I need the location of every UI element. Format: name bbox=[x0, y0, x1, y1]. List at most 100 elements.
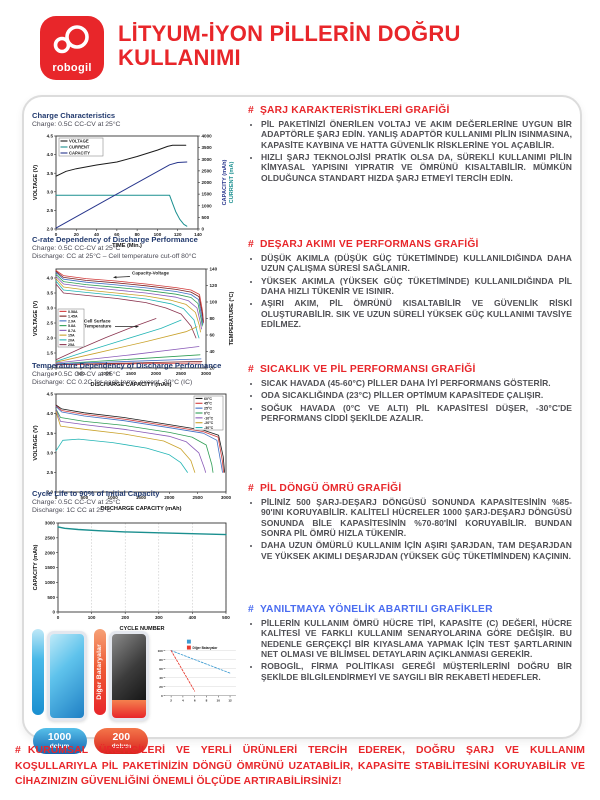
bullet-item: ROBOGİL, FİRMA POLİTİKASI GEREĞİ MÜŞTERİ… bbox=[261, 661, 572, 682]
svg-text:3.5: 3.5 bbox=[47, 171, 54, 176]
svg-text:25°C: 25°C bbox=[204, 407, 212, 411]
svg-text:-20°C: -20°C bbox=[204, 421, 214, 425]
svg-text:4000: 4000 bbox=[202, 134, 213, 139]
bullet-item: DAHA UZUN ÖMÜRLÜ KULLANIM İÇİN AŞIRI ŞAR… bbox=[261, 540, 572, 561]
svg-text:VOLTAGE (V): VOLTAGE (V) bbox=[33, 165, 39, 200]
bullet-item: DÜŞÜK AKIMLA (DÜŞÜK GÜÇ TÜKETİMİNDE) KUL… bbox=[261, 253, 572, 274]
section-bullets: DÜŞÜK AKIMLA (DÜŞÜK GÜÇ TÜKETİMİNDE) KUL… bbox=[248, 253, 572, 330]
svg-text:8: 8 bbox=[205, 699, 207, 703]
svg-text:3000: 3000 bbox=[202, 157, 213, 162]
svg-text:60°C: 60°C bbox=[204, 397, 212, 401]
charge-characteristics-block: Charge Characteristics Charge: 0.5C CC-C… bbox=[32, 111, 240, 249]
svg-text:80: 80 bbox=[159, 658, 163, 662]
svg-text:140: 140 bbox=[194, 232, 202, 237]
svg-text:4.0: 4.0 bbox=[47, 411, 54, 416]
svg-text:500: 500 bbox=[47, 595, 55, 600]
temperature-discharge-block: Temperature Dependency of Discharge Perf… bbox=[32, 361, 240, 512]
svg-text:8.7A: 8.7A bbox=[68, 329, 76, 333]
svg-text:1.0: 1.0 bbox=[47, 366, 54, 371]
charge-characteristics-chart: 0 20 40 60 80 100 120 140 2.0 2.5 3.0 3.5 4.0 4.5 0 500… bbox=[33, 134, 235, 249]
svg-text:0: 0 bbox=[55, 232, 58, 237]
svg-text:60: 60 bbox=[114, 232, 120, 237]
svg-text:0: 0 bbox=[202, 227, 205, 232]
svg-text:300: 300 bbox=[155, 615, 163, 620]
svg-text:VOLTAGE (V): VOLTAGE (V) bbox=[33, 425, 39, 460]
svg-text:3.0: 3.0 bbox=[47, 306, 54, 311]
svg-text:10: 10 bbox=[216, 699, 220, 703]
svg-text:20: 20 bbox=[159, 685, 163, 689]
chart-subtitle: Discharge: 1C CC at 25°C bbox=[32, 507, 112, 515]
bullet-item: HIZLI ŞARJ TEKNOLOJİSİ PRATİK OLSA DA, S… bbox=[261, 152, 572, 183]
svg-text:1000: 1000 bbox=[45, 580, 56, 585]
svg-text:20: 20 bbox=[210, 366, 216, 371]
chart-title: Charge Characteristics bbox=[32, 111, 116, 120]
section-bullets: SICAK HAVADA (45-60°C) PİLLER DAHA İYİ P… bbox=[248, 378, 572, 423]
svg-text:100: 100 bbox=[154, 232, 162, 237]
svg-text:2.5: 2.5 bbox=[47, 321, 54, 326]
section-temperature-performance: #SICAKLIK VE PİL PERFORMANSI GRAFİĞİ SIC… bbox=[248, 364, 572, 425]
svg-text:DISCHARGE CAPACITY (mAh): DISCHARGE CAPACITY (mAh) bbox=[91, 382, 172, 388]
footer-note: # KURUMSAL ÜRETİCİLERİ VE YERLİ ÜRÜNLERİ … bbox=[15, 745, 585, 788]
battery-comparison-graphic: 1000 dolum Diğer Bataryalar 200 dolum 2 4… bbox=[32, 625, 240, 754]
svg-text:1000: 1000 bbox=[108, 495, 119, 500]
c-rate-discharge-chart: 0 500 1000 1500 2000 2500 3000 1.0 1.5 2.0 2.5 3.0 3… bbox=[33, 267, 235, 388]
svg-text:1.45A: 1.45A bbox=[68, 314, 78, 318]
svg-text:100: 100 bbox=[88, 615, 96, 620]
svg-text:3.5: 3.5 bbox=[47, 291, 54, 296]
other-batteries-banner: Diğer Bataryalar bbox=[93, 629, 106, 715]
svg-text:500: 500 bbox=[77, 371, 85, 376]
svg-text:1500: 1500 bbox=[202, 192, 213, 197]
svg-text:2500: 2500 bbox=[202, 169, 213, 174]
cycles-badge-200: 200 dolum bbox=[94, 728, 149, 754]
svg-text:2.5: 2.5 bbox=[47, 470, 54, 475]
svg-text:1000: 1000 bbox=[101, 371, 112, 376]
svg-text:1500: 1500 bbox=[45, 565, 56, 570]
full-battery-icon bbox=[47, 631, 87, 721]
svg-text:5.8A: 5.8A bbox=[68, 324, 76, 328]
svg-text:3000: 3000 bbox=[201, 371, 212, 376]
svg-text:0: 0 bbox=[52, 610, 55, 615]
svg-text:1000: 1000 bbox=[202, 204, 213, 209]
svg-text:4.5: 4.5 bbox=[47, 392, 54, 397]
svg-text:500: 500 bbox=[80, 495, 88, 500]
svg-text:2.0: 2.0 bbox=[47, 227, 54, 232]
svg-text:20: 20 bbox=[74, 232, 80, 237]
section-bullets: PİLİNİZ 500 ŞARJ-DEŞARJ DÖNGÜSÜ SONUNDA … bbox=[248, 497, 572, 561]
svg-text:60: 60 bbox=[210, 333, 216, 338]
other-battery-group: Diğer Bataryalar 200 dolum bbox=[93, 625, 149, 754]
svg-text:200: 200 bbox=[121, 615, 129, 620]
svg-text:6: 6 bbox=[194, 699, 196, 703]
svg-text:2000: 2000 bbox=[202, 181, 213, 186]
section-bullets: PİL PAKETİNİZİ ÖNERİLEN VOLTAJ VE AKIM D… bbox=[248, 119, 572, 183]
svg-text:4.0: 4.0 bbox=[47, 276, 54, 281]
section-misleading-charts: #YANILTMAYA YÖNELİK ABARTILI GRAFİKLER P… bbox=[248, 604, 572, 684]
bullet-item: AŞIRI AKIM, PİL ÖMRÜNÜ KISALTABİLİR VE G… bbox=[261, 298, 572, 329]
svg-text:1500: 1500 bbox=[126, 371, 137, 376]
section-heading: # ŞARJ KARAKTERİSTİKLERİ GRAFİĞİ bbox=[248, 105, 450, 116]
c-rate-discharge-block: C-rate Dependency of Discharge Performan… bbox=[32, 235, 240, 388]
svg-text:4: 4 bbox=[182, 699, 184, 703]
svg-text:CAPACITY (mAh): CAPACITY (mAh) bbox=[33, 544, 39, 590]
svg-text:20A: 20A bbox=[68, 338, 75, 342]
cycles-badge-1000: 1000 dolum bbox=[32, 728, 87, 754]
svg-text:1500: 1500 bbox=[136, 495, 147, 500]
robogil-logo-icon bbox=[53, 25, 89, 54]
svg-text:12: 12 bbox=[228, 699, 232, 703]
section-discharge-current: #DEŞARJ AKIMI VE PERFORMANS GRAFİĞİ DÜŞÜ… bbox=[248, 239, 572, 332]
content-card: Charge Characteristics Charge: 0.5C CC-C… bbox=[22, 95, 582, 754]
svg-text:2500: 2500 bbox=[45, 535, 56, 540]
svg-text:0: 0 bbox=[161, 694, 163, 698]
svg-text:CURRENT: CURRENT bbox=[69, 145, 90, 150]
bullet-item: SICAK HAVADA (45-60°C) PİLLER DAHA İYİ P… bbox=[261, 378, 572, 388]
cycle-life-chart: 0 100 200 300 400 500 0 500 1000 1500 2000 2500 3000… bbox=[33, 521, 230, 632]
svg-text:4.0: 4.0 bbox=[47, 153, 54, 158]
svg-text:15A: 15A bbox=[68, 333, 75, 337]
svg-text:2.5: 2.5 bbox=[47, 208, 54, 213]
section-heading: # SICAKLIK VE PİL PERFORMANSI GRAFİĞİ bbox=[248, 364, 476, 375]
svg-text:-30°C: -30°C bbox=[204, 426, 214, 430]
bullet-item: PİLİNİZ 500 ŞARJ-DEŞARJ DÖNGÜSÜ SONUNDA … bbox=[261, 497, 572, 538]
svg-text:0: 0 bbox=[57, 615, 60, 620]
other-batteries-label: Diğer Bataryalar bbox=[96, 644, 104, 700]
low-battery-icon bbox=[108, 631, 149, 721]
svg-text:CYCLE NUMBER: CYCLE NUMBER bbox=[119, 626, 164, 632]
